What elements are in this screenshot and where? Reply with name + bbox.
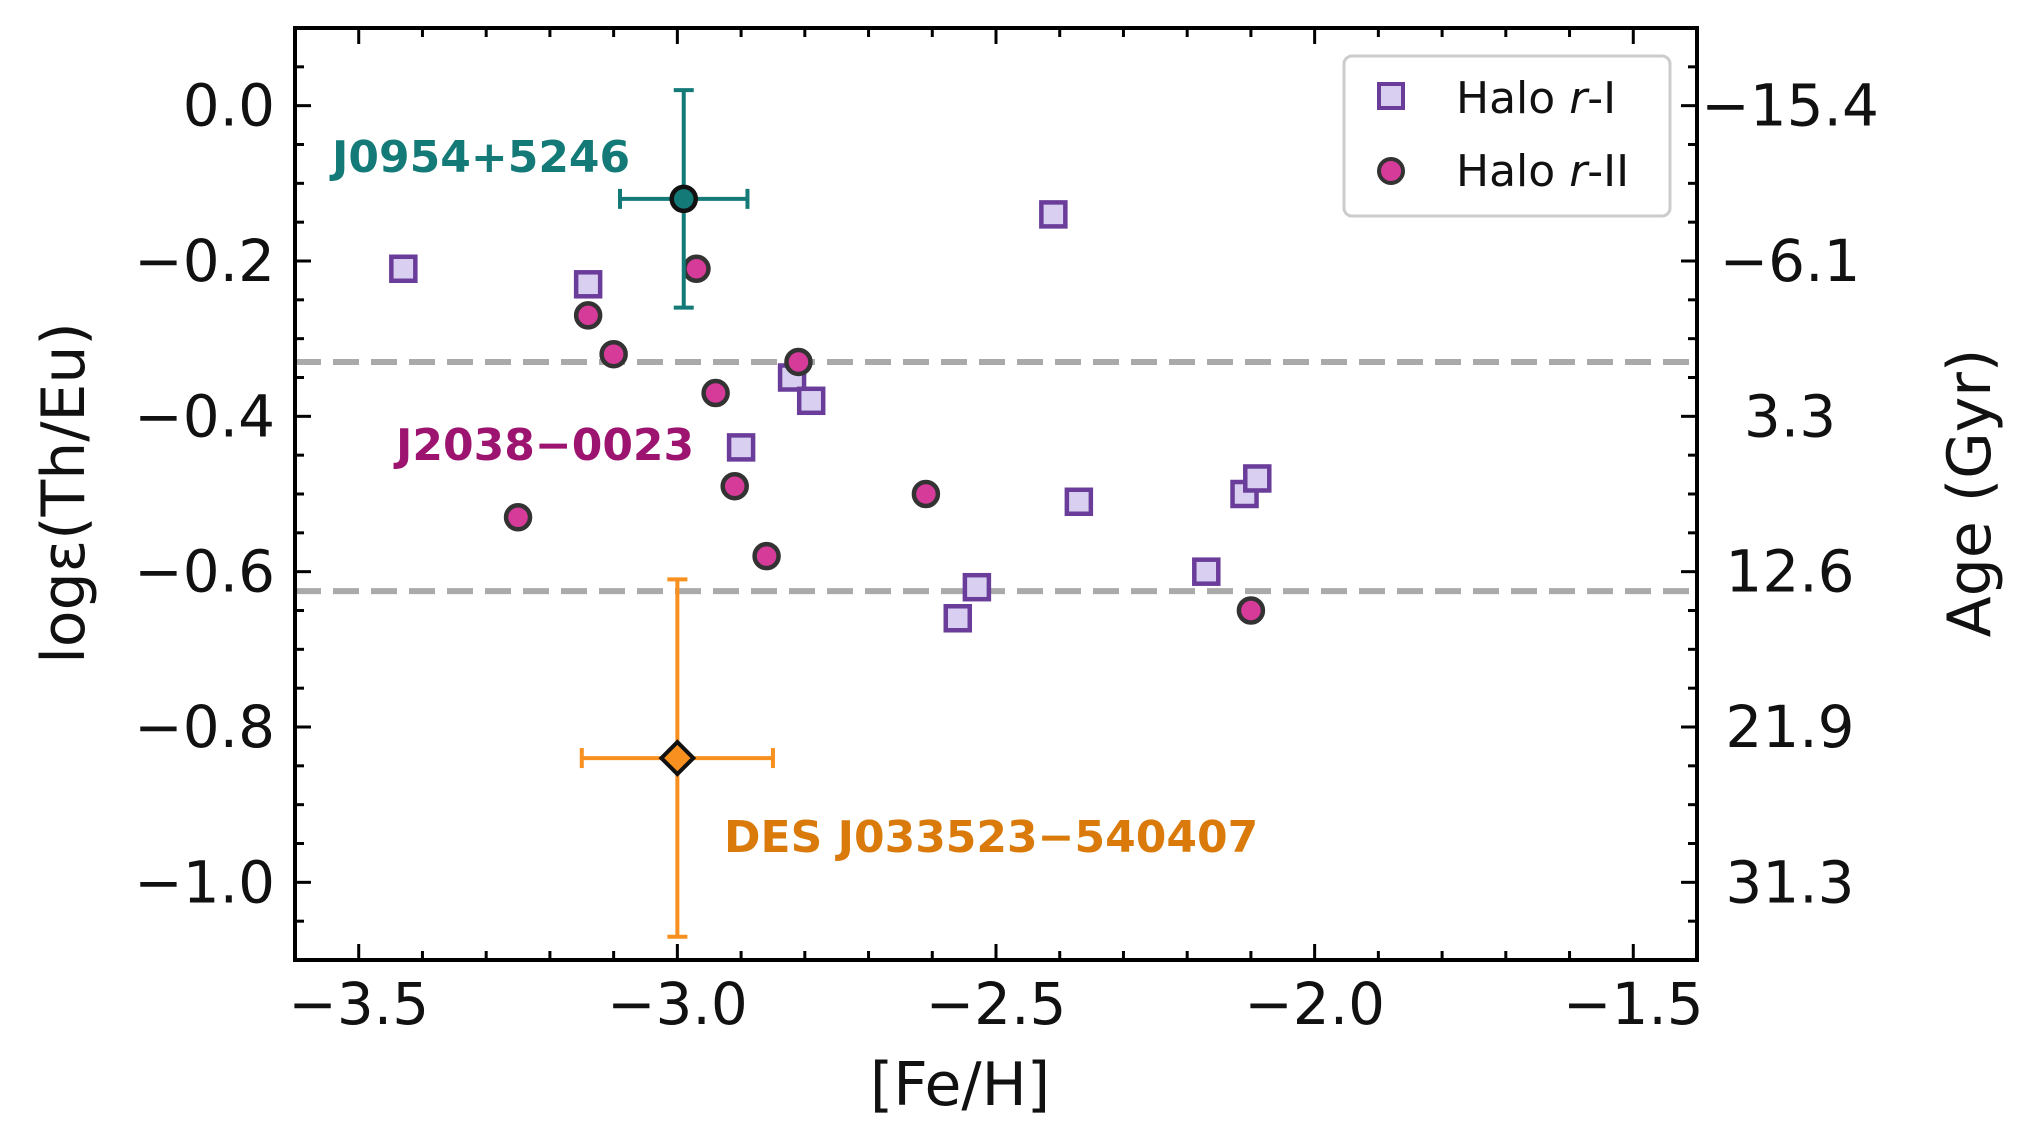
point-halo-r2-8 xyxy=(911,479,941,509)
legend: Halo r-I Halo r-II xyxy=(1342,54,1672,218)
point-halo-r2-2 xyxy=(682,254,711,284)
x-tick-label: −2.5 xyxy=(926,970,1067,1038)
legend-label-halo-r2: Halo r-II xyxy=(1456,146,1629,197)
point-halo-r1-0 xyxy=(389,254,418,284)
point-halo-r1-1 xyxy=(573,270,603,299)
legend-marker-halo-r2 xyxy=(1377,157,1405,185)
point-des xyxy=(658,739,697,777)
point-halo-r2-6 xyxy=(503,503,533,532)
point-halo-r2-1 xyxy=(599,339,628,369)
point-halo-r1-9 xyxy=(1192,557,1221,586)
data-points xyxy=(389,200,1272,633)
annotation-j0954: J0954+5246 xyxy=(329,132,630,183)
point-halo-r2-7 xyxy=(752,541,781,571)
y-tick-label: −0.8 xyxy=(134,693,275,761)
legend-box xyxy=(1342,54,1672,218)
point-halo-r1-8 xyxy=(962,572,992,602)
point-halo-r1-7 xyxy=(943,604,973,633)
x-axis-label: [Fe/H] xyxy=(870,1050,1050,1120)
point-halo-r1-6 xyxy=(1064,487,1094,517)
y-tick-label: −0.4 xyxy=(134,382,275,450)
y2-tick-label: 3.3 xyxy=(1744,382,1836,450)
x-tick-label: −3.0 xyxy=(607,970,748,1038)
y-tick-label: −1.0 xyxy=(134,848,275,916)
point-halo-r1-11 xyxy=(1243,464,1272,493)
y2-tick-label: 12.6 xyxy=(1725,538,1854,606)
y2-tick-label: −6.1 xyxy=(1720,227,1861,295)
y-axis-label: logε(Th/Eu) xyxy=(29,322,99,664)
annotation-j2038: J2038−0023 xyxy=(393,420,694,471)
y2-tick-label: 21.9 xyxy=(1725,693,1854,761)
point-halo-r2-3 xyxy=(701,378,730,408)
point-halo-r1-5 xyxy=(1039,200,1068,229)
point-halo-r2-4 xyxy=(784,347,813,377)
axes: −3.5 −3.0 −2.5 −2.0 −1.5 0.0 −15.4 −0.2 −6.1 −0.4… xyxy=(134,26,1879,1038)
x-tick-label: −3.5 xyxy=(288,970,429,1038)
y-tick-label: −0.6 xyxy=(134,538,275,606)
x-tick-label: −1.5 xyxy=(1563,970,1704,1038)
y2-axis-label: Age (Gyr) xyxy=(1935,349,2005,638)
point-halo-r2-9 xyxy=(1236,596,1266,625)
point-j0954 xyxy=(669,184,698,214)
point-halo-r2-5 xyxy=(720,471,749,501)
x-tick-label: −2.0 xyxy=(1244,970,1385,1038)
highlighted-stars xyxy=(579,88,775,939)
legend-label-halo-r1: Halo r-I xyxy=(1456,73,1616,124)
point-halo-r1-3 xyxy=(796,386,826,416)
y2-tick-label: −15.4 xyxy=(1701,72,1879,140)
point-halo-r2-0 xyxy=(573,301,603,330)
point-halo-r1-4 xyxy=(726,433,756,462)
reference-lines xyxy=(295,358,1697,595)
legend-marker-halo-r1 xyxy=(1377,82,1405,110)
y-tick-label: 0.0 xyxy=(183,72,275,140)
y-tick-label: −0.2 xyxy=(134,227,275,295)
y2-tick-label: 31.3 xyxy=(1725,848,1854,916)
annotation-des: DES J033523−540407 xyxy=(724,812,1258,863)
